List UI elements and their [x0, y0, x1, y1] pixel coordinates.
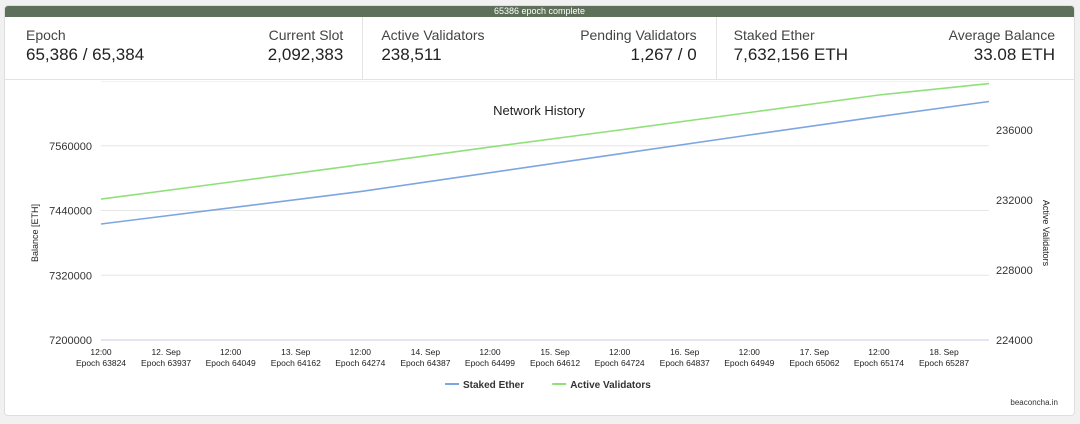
x-tick-label-time: 12:00	[479, 347, 501, 357]
y-left-tick-label: 7320000	[49, 270, 92, 282]
grid-lines	[101, 81, 989, 341]
stats-group-validators: Active Validators 238,511 Pending Valida…	[362, 17, 715, 79]
stat-staked-ether-label: Staked Ether	[733, 27, 815, 43]
network-stats: Epoch 65,386 / 65,384 Current Slot 2,092…	[5, 17, 1074, 80]
stat-pending-validators-label: Pending Validators	[580, 27, 697, 43]
series-line-staked-ether	[100, 100, 990, 225]
x-tick-label-time: 18. Sep	[929, 347, 959, 357]
x-tick-label-time: 12:00	[868, 347, 890, 357]
x-tick-label-time: 15. Sep	[540, 347, 570, 357]
x-tick-label-epoch: Epoch 65174	[854, 358, 904, 368]
stat-pending-validators: Pending Validators 1,267 / 0	[580, 27, 696, 79]
chart-credit[interactable]: beaconcha.in	[1010, 398, 1058, 407]
axis-labels: 7200000 7320000 7440000 7560000 224000 228000…	[49, 125, 1033, 368]
x-tick-label-epoch: Epoch 64387	[400, 358, 450, 368]
x-tick-label-time: 14. Sep	[411, 347, 441, 357]
legend-label: Active Validators	[570, 380, 651, 391]
network-overview-card: 65386 epoch complete Epoch 65,386 / 65,3…	[4, 5, 1075, 416]
y-right-tick-label: 224000	[996, 335, 1033, 347]
x-tick-label-time: 16. Sep	[670, 347, 700, 357]
series-line-active-validators	[100, 82, 990, 200]
y-left-tick-label: 7440000	[49, 206, 92, 218]
stat-active-validators: Active Validators 238,511	[381, 27, 484, 79]
y-axis-left-label: Balance [ETH]	[30, 204, 40, 262]
x-tick-label-epoch: Epoch 64274	[335, 358, 385, 368]
stat-staked-ether-value: 7,632,156 ETH	[733, 45, 849, 64]
network-history-chart: Network History Balance [ETH] Active Val…	[5, 81, 1074, 415]
x-tick-label-time: 12:00	[609, 347, 631, 357]
x-tick-label-epoch: Epoch 64162	[271, 358, 321, 368]
y-left-tick-label: 7560000	[49, 141, 92, 153]
x-tick-label-time: 13. Sep	[281, 347, 311, 357]
stat-average-balance-value: 33.08 ETH	[973, 45, 1055, 64]
x-tick-label-epoch: Epoch 63937	[141, 358, 191, 368]
x-tick-label-epoch: Epoch 65287	[919, 358, 969, 368]
stat-pending-validators-value: 1,267 / 0	[630, 45, 697, 64]
x-tick-label-time: 17. Sep	[800, 347, 830, 357]
x-tick-label-epoch: Epoch 64724	[595, 358, 645, 368]
y-left-tick-label: 7200000	[49, 335, 92, 347]
x-tick-label-epoch: Epoch 65062	[789, 358, 839, 368]
legend-item-staked-ether[interactable]: Staked Ether	[445, 380, 524, 391]
stat-epoch-value: 65,386 / 65,384	[26, 45, 145, 64]
y-right-tick-label: 228000	[996, 265, 1033, 277]
y-axis-right-label: Active Validators	[1041, 200, 1051, 267]
network-history-svg: Network History Balance [ETH] Active Val…	[30, 81, 1051, 391]
stat-average-balance: Average Balance 33.08 ETH	[949, 27, 1055, 79]
series-lines	[100, 82, 990, 225]
stat-current-slot: Current Slot 2,092,383	[268, 27, 344, 79]
stat-current-slot-value: 2,092,383	[267, 45, 344, 64]
epoch-progress-bar: 65386 epoch complete	[5, 6, 1074, 17]
x-tick-label-epoch: Epoch 64949	[724, 358, 774, 368]
stats-group-epoch: Epoch 65,386 / 65,384 Current Slot 2,092…	[5, 17, 362, 79]
chart-legend[interactable]: Staked Ether Active Validators	[445, 380, 651, 391]
x-tick-label-epoch: Epoch 64837	[660, 358, 710, 368]
x-tick-label-time: 12:00	[220, 347, 242, 357]
stat-active-validators-value: 238,511	[381, 45, 442, 64]
y-right-tick-label: 232000	[996, 195, 1033, 207]
x-tick-label-time: 12. Sep	[151, 347, 181, 357]
stat-average-balance-label: Average Balance	[948, 27, 1055, 43]
chart-title: Network History	[493, 103, 585, 118]
stat-epoch-label: Epoch	[26, 27, 66, 43]
epoch-progress-fill	[5, 6, 1074, 17]
x-tick-label-time: 12:00	[739, 347, 761, 357]
stat-active-validators-label: Active Validators	[381, 27, 485, 43]
x-tick-label-epoch: Epoch 63824	[76, 358, 126, 368]
x-tick-label-epoch: Epoch 64499	[465, 358, 515, 368]
x-tick-label-time: 12:00	[350, 347, 372, 357]
stat-current-slot-label: Current Slot	[268, 27, 344, 43]
epoch-progress-text: 65386 epoch complete	[493, 6, 586, 16]
x-tick-label-epoch: Epoch 64612	[530, 358, 580, 368]
legend-label: Staked Ether	[463, 380, 524, 391]
stat-epoch: Epoch 65,386 / 65,384	[26, 27, 144, 79]
y-right-tick-label: 236000	[996, 125, 1033, 137]
x-tick-label-epoch: Epoch 64049	[206, 358, 256, 368]
legend-item-active-validators[interactable]: Active Validators	[552, 380, 651, 391]
x-tick-label-time: 12:00	[90, 347, 112, 357]
stat-staked-ether: Staked Ether 7,632,156 ETH	[734, 27, 848, 79]
stats-group-balance: Staked Ether 7,632,156 ETH Average Balan…	[715, 17, 1074, 79]
